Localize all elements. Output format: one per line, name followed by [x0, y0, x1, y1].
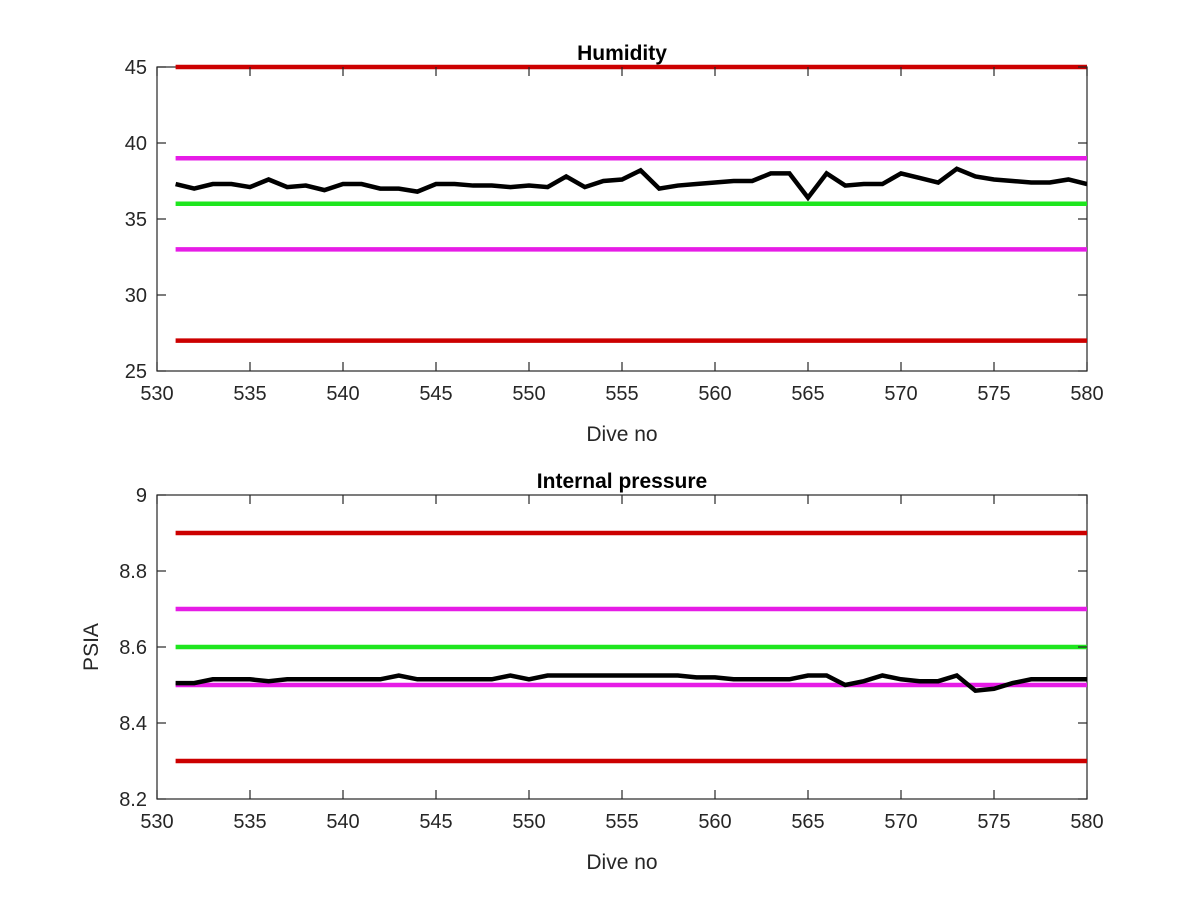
y-tick-label: 25 [125, 361, 147, 383]
y-tick-label: 9 [136, 485, 147, 507]
x-tick-label: 550 [512, 811, 545, 833]
y-tick-label: 35 [125, 209, 147, 231]
x-tick-label: 540 [326, 811, 359, 833]
x-tick-label: 550 [512, 383, 545, 405]
plot-content [175, 530, 1087, 764]
x-tick-label: 545 [419, 811, 452, 833]
x-axis-label: Dive no [586, 423, 657, 446]
x-tick-label: 555 [605, 383, 638, 405]
series-line [175, 672, 1087, 694]
x-tick-label: 580 [1070, 811, 1103, 833]
x-tick-label: 560 [698, 383, 731, 405]
chart-title: Humidity [577, 42, 667, 65]
chart-title: Internal pressure [537, 470, 707, 493]
x-tick-label: 575 [977, 811, 1010, 833]
y-tick-label: 8.4 [119, 713, 147, 735]
y-tick-label: 8.6 [119, 637, 147, 659]
y-tick-label: 8.2 [119, 789, 147, 811]
plot-area [156, 66, 1088, 372]
x-tick-label: 535 [233, 383, 266, 405]
panels: 530 535 540 545 550 555 560 565 570 575 580 25 30 35 4… [80, 42, 1104, 874]
y-tick-label: 8.8 [119, 561, 147, 583]
x-tick-label: 535 [233, 811, 266, 833]
chart-panel-2: 530 535 540 545 550 555 560 565 570 575 580 8.2 8.4 8… [80, 470, 1104, 874]
series-line [175, 166, 1087, 202]
x-axis-label: Dive no [586, 851, 657, 874]
x-tick-label: 545 [419, 383, 452, 405]
plot-content [175, 64, 1087, 343]
x-tick-label: 580 [1070, 383, 1103, 405]
x-tick-label: 570 [884, 811, 917, 833]
x-tick-label: 575 [977, 383, 1010, 405]
x-tick-label: 530 [140, 811, 173, 833]
y-tick-label: 45 [125, 57, 147, 79]
x-tick-label: 560 [698, 811, 731, 833]
y-tick-label: 40 [125, 133, 147, 155]
chart-panel-1: 530 535 540 545 550 555 560 565 570 575 580 25 30 35 4… [125, 42, 1104, 446]
x-tick-label: 540 [326, 383, 359, 405]
y-tick-label: 30 [125, 285, 147, 307]
x-tick-label: 530 [140, 383, 173, 405]
x-tick-label: 570 [884, 383, 917, 405]
y-axis-label: PSIA [80, 623, 103, 671]
x-tick-label: 555 [605, 811, 638, 833]
x-tick-label: 565 [791, 383, 824, 405]
x-tick-label: 565 [791, 811, 824, 833]
